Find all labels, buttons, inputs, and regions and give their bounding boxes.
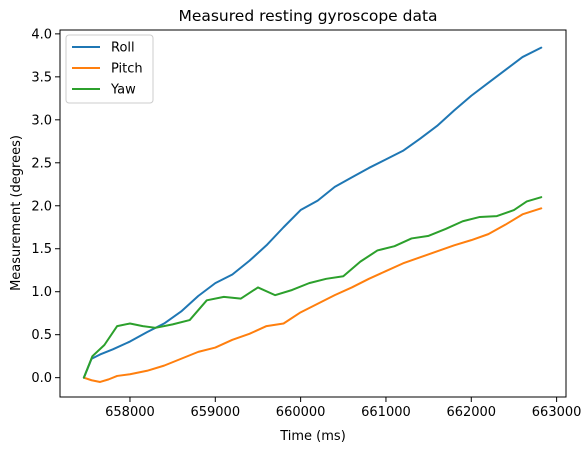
x-tick-label: 662000 bbox=[446, 405, 496, 420]
series-layer bbox=[82, 46, 543, 383]
legend-items: Roll Pitch Yaw bbox=[72, 41, 143, 98]
legend: Roll Pitch Yaw bbox=[65, 34, 154, 104]
y-axis-ticks: 0.0 0.5 1.0 1.5 2.0 2.5 3.0 3.5 4.0 bbox=[31, 27, 60, 386]
y-tick-label: 2.0 bbox=[31, 199, 52, 214]
series-line-roll bbox=[82, 46, 543, 379]
y-tick-label: 3.5 bbox=[31, 70, 52, 85]
chart-title: Measured resting gyroscope data bbox=[178, 7, 437, 25]
x-tick-label: 661000 bbox=[361, 405, 411, 420]
y-tick-label: 0.5 bbox=[31, 328, 52, 343]
legend-label-pitch: Pitch bbox=[111, 62, 143, 77]
series-line-pitch bbox=[82, 207, 543, 383]
y-tick-label: 3.0 bbox=[31, 113, 52, 128]
x-tick-label: 659000 bbox=[190, 405, 240, 420]
y-tick-label: 2.5 bbox=[31, 156, 52, 171]
x-tick-label: 658000 bbox=[105, 405, 155, 420]
y-tick-label: 1.0 bbox=[31, 285, 52, 300]
legend-label-roll: Roll bbox=[111, 41, 135, 56]
series-line-yaw bbox=[82, 196, 543, 379]
y-axis-label: Measurement (degrees) bbox=[9, 135, 24, 291]
y-tick-label: 4.0 bbox=[31, 27, 52, 42]
x-axis-ticks: 658000 659000 660000 661000 662000 663000 bbox=[105, 397, 581, 420]
x-axis-label: Time (ms) bbox=[279, 429, 346, 444]
y-tick-label: 0.0 bbox=[31, 371, 52, 386]
legend-label-yaw: Yaw bbox=[110, 83, 136, 98]
y-tick-label: 1.5 bbox=[31, 242, 52, 257]
x-tick-label: 660000 bbox=[276, 405, 326, 420]
plot-frame bbox=[59, 29, 567, 398]
legend-box bbox=[65, 34, 154, 104]
x-tick-label: 663000 bbox=[532, 405, 582, 420]
